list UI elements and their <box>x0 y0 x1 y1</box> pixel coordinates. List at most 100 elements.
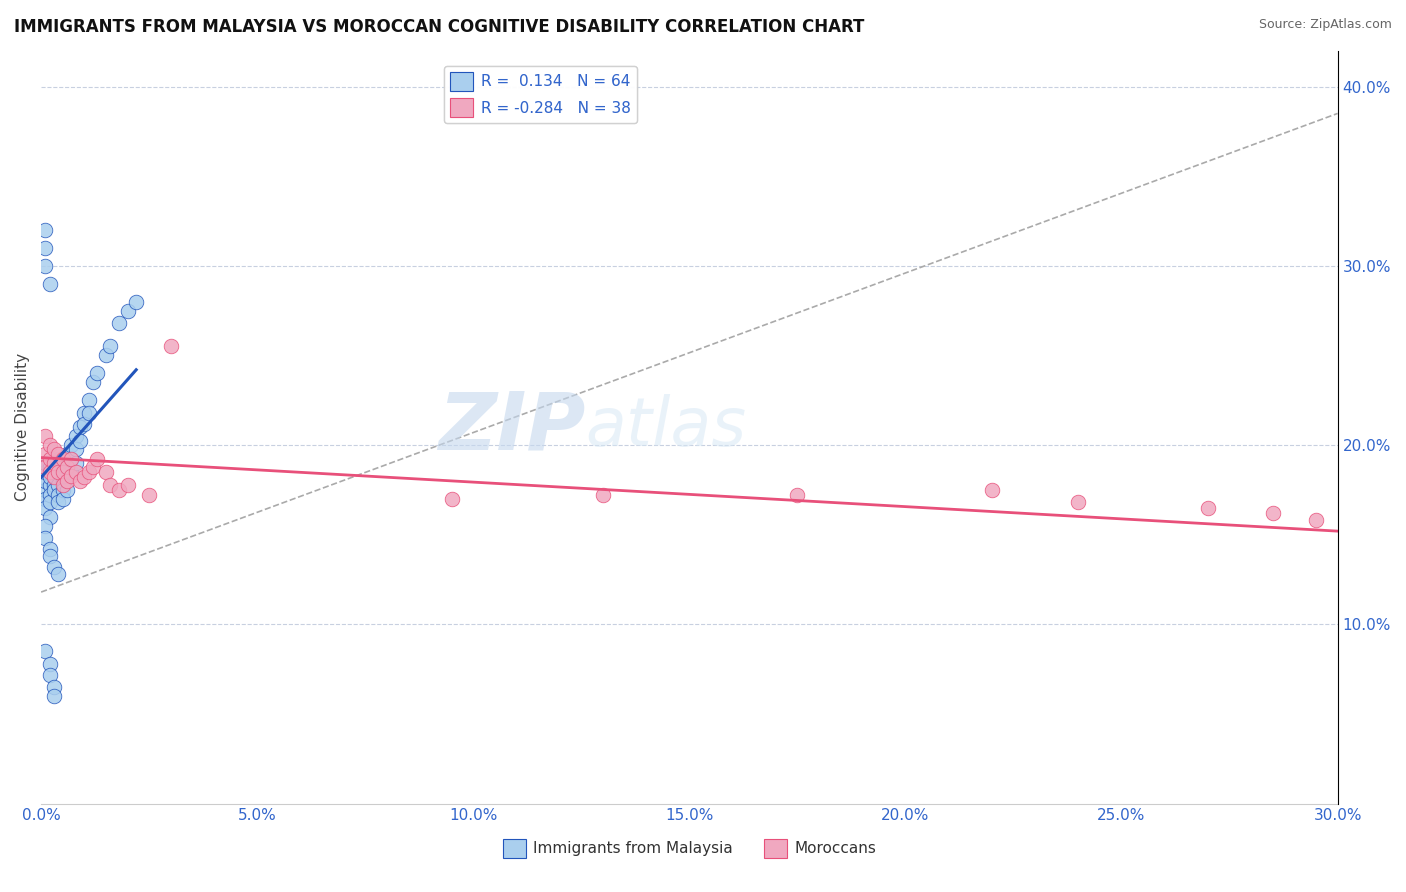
Point <box>56 459 79 474</box>
Point <box>38 465 60 479</box>
Point <box>48 567 70 582</box>
Point <box>34 483 56 497</box>
Text: IMMIGRANTS FROM MALAYSIA VS MOROCCAN COGNITIVE DISABILITY CORRELATION CHART: IMMIGRANTS FROM MALAYSIA VS MOROCCAN COG… <box>14 18 865 36</box>
Point <box>440 491 463 506</box>
Point <box>69 474 91 488</box>
Point <box>34 531 56 545</box>
Point <box>42 468 65 483</box>
Point <box>38 667 60 681</box>
Point <box>125 294 148 309</box>
Point <box>42 477 65 491</box>
Point <box>1067 495 1090 509</box>
Point <box>42 560 65 574</box>
Point <box>65 429 87 443</box>
Point <box>52 477 75 491</box>
Point <box>34 456 56 470</box>
Point <box>34 259 56 273</box>
Point <box>34 223 56 237</box>
Point <box>108 483 131 497</box>
Point <box>34 447 56 461</box>
Point <box>60 438 83 452</box>
Point <box>42 689 65 703</box>
Point <box>52 491 75 506</box>
Point <box>98 477 121 491</box>
Point <box>56 447 79 461</box>
Point <box>73 417 96 431</box>
Point <box>82 376 104 390</box>
Point <box>48 465 70 479</box>
Text: Source: ZipAtlas.com: Source: ZipAtlas.com <box>1258 18 1392 31</box>
Point <box>73 470 96 484</box>
Point <box>86 452 108 467</box>
Point <box>1305 513 1327 527</box>
Point <box>42 680 65 694</box>
Point <box>65 442 87 456</box>
Point <box>34 465 56 479</box>
Point <box>48 447 70 461</box>
Point <box>34 241 56 255</box>
Point <box>69 420 91 434</box>
Point <box>56 483 79 497</box>
Text: ZIP: ZIP <box>439 388 586 467</box>
Point <box>42 456 65 470</box>
Point <box>38 495 60 509</box>
Point <box>48 477 70 491</box>
Point <box>980 483 1002 497</box>
Point <box>73 406 96 420</box>
Point <box>65 456 87 470</box>
Point <box>38 477 60 491</box>
Point <box>60 465 83 479</box>
Point <box>34 518 56 533</box>
Point <box>34 491 56 506</box>
Point <box>117 303 139 318</box>
Point <box>38 459 60 474</box>
Point <box>52 452 75 467</box>
Point <box>52 474 75 488</box>
Point <box>38 277 60 291</box>
Y-axis label: Cognitive Disability: Cognitive Disability <box>15 353 30 501</box>
Point <box>38 657 60 671</box>
Point <box>38 470 60 484</box>
Point <box>82 459 104 474</box>
Point <box>60 468 83 483</box>
Point <box>48 488 70 502</box>
Point <box>38 549 60 564</box>
Point <box>69 434 91 449</box>
Point <box>42 456 65 470</box>
Point <box>42 465 65 479</box>
Point <box>38 509 60 524</box>
Point <box>86 367 108 381</box>
Point <box>56 470 79 484</box>
Point <box>60 452 83 467</box>
Point <box>94 348 117 362</box>
Point <box>34 644 56 658</box>
Point <box>786 488 808 502</box>
Point <box>108 316 131 330</box>
Legend: R =  0.134   N = 64, R = -0.284   N = 38: R = 0.134 N = 64, R = -0.284 N = 38 <box>444 66 637 123</box>
Point <box>38 452 60 467</box>
Point <box>592 488 614 502</box>
Point <box>138 488 160 502</box>
Point <box>42 483 65 497</box>
Point <box>34 429 56 443</box>
Point <box>56 459 79 474</box>
Point <box>48 463 70 477</box>
Point <box>56 474 79 488</box>
Point <box>1261 506 1284 520</box>
Point <box>34 474 56 488</box>
Point <box>77 406 100 420</box>
Point <box>77 393 100 408</box>
Point <box>48 452 70 467</box>
Point <box>42 470 65 484</box>
Text: atlas: atlas <box>586 394 747 460</box>
Point <box>38 542 60 557</box>
Point <box>98 339 121 353</box>
Point <box>34 500 56 515</box>
Point <box>34 459 56 474</box>
Point <box>159 339 181 353</box>
Point <box>38 488 60 502</box>
Point <box>1197 500 1219 515</box>
Point <box>60 452 83 467</box>
Point <box>52 465 75 479</box>
Point <box>117 477 139 491</box>
